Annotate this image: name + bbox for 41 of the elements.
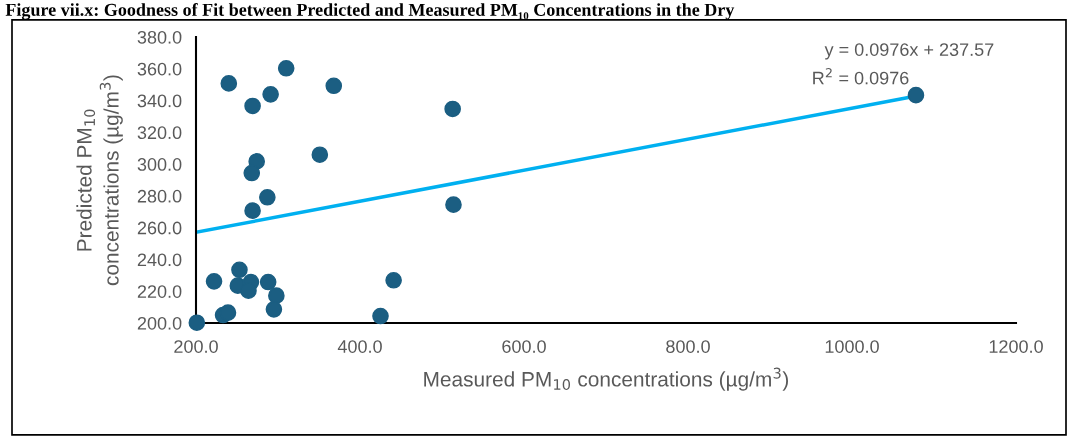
point <box>243 164 261 182</box>
x-tick-label: 400.0 <box>337 340 382 353</box>
y-tick-label: 260.0 <box>137 221 182 235</box>
y-tick-label: 280.0 <box>137 189 182 203</box>
point <box>205 273 223 290</box>
y-tick-label: 240.0 <box>137 253 182 267</box>
y-tick-label: 220.0 <box>137 285 182 298</box>
chart-title: Figure vii.x: Goodness of Fit between Predicted and Measured PM₁₀ Concentrations in the Dry <box>5 3 735 20</box>
point <box>265 301 283 318</box>
point <box>259 189 276 206</box>
point <box>444 100 461 118</box>
point <box>188 314 206 331</box>
y-tick-label: 320.0 <box>137 126 182 140</box>
x-axis-title: Measured PM$_{10}$ concentrations (µg/m$^{3}$) <box>424 367 788 391</box>
y-tick-label: 340.0 <box>137 94 182 108</box>
point <box>325 77 343 95</box>
point <box>259 273 277 291</box>
point <box>907 86 925 104</box>
x-tick-label: 200.0 <box>174 340 218 353</box>
y-tick-label: 300.0 <box>137 158 182 171</box>
y-tick-label: 360.0 <box>137 62 182 76</box>
x-tick-label: 1200.0 <box>989 340 1043 353</box>
point <box>385 271 402 289</box>
point <box>311 146 329 164</box>
y-axis-title: Predicted PM$_{10}$ concentrations (µg/m$^{3}$) <box>76 75 123 286</box>
point <box>231 261 248 279</box>
point <box>244 97 261 115</box>
point <box>268 287 285 304</box>
y-tick-label: 380.0 <box>137 30 182 44</box>
x-tick-label: 800.0 <box>666 340 710 353</box>
point <box>277 59 295 77</box>
point <box>220 75 238 92</box>
point <box>445 196 462 213</box>
point <box>372 307 389 325</box>
annotation: y = 0.0976x + 237.57 <box>824 43 994 60</box>
y-tick-label: 200.0 <box>137 316 182 330</box>
point <box>262 86 279 103</box>
x-tick-label: 1000.0 <box>825 340 879 353</box>
annotation: R$^{2}$ = 0.0976 <box>813 67 909 85</box>
x-tick-label: 600.0 <box>502 340 546 353</box>
point <box>244 202 261 219</box>
